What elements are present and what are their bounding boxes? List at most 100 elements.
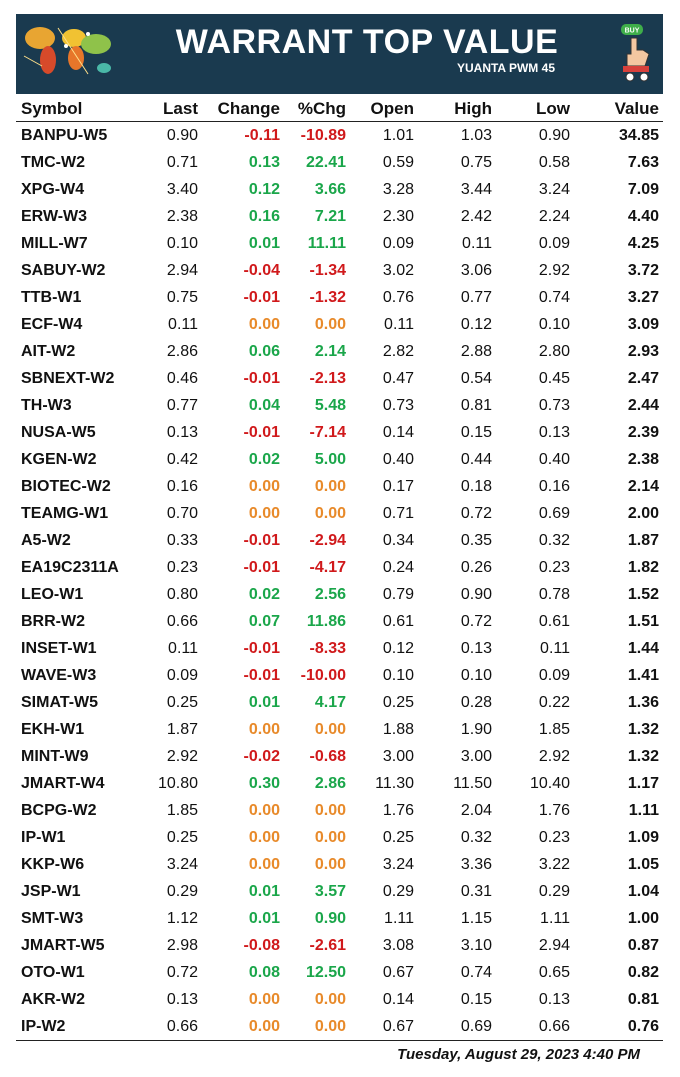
cell-high: 0.54 (460, 369, 492, 387)
cell-open: 0.25 (382, 828, 414, 846)
cell-pct-chg: 5.00 (314, 450, 346, 468)
table-row: WAVE-W3 0.09 -0.01 -10.00 0.10 0.10 0.09 1.41 (16, 662, 663, 689)
table-row: EA19C2311A 0.23 -0.01 -4.17 0.24 0.26 0.23 1.82 (16, 554, 663, 581)
cell-pct-chg: 11.11 (307, 234, 346, 252)
cell-low: 3.24 (538, 180, 570, 198)
table-row: OTO-W1 0.72 0.08 12.50 0.67 0.74 0.65 0.82 (16, 959, 663, 986)
cell-low: 0.13 (538, 991, 570, 1008)
cell-open: 0.14 (382, 991, 414, 1008)
cell-open: 3.28 (382, 180, 414, 198)
cell-high: 0.15 (460, 991, 492, 1008)
cell-change: 0.02 (248, 450, 280, 468)
cell-open: 0.76 (382, 288, 414, 306)
cell-change: -0.01 (243, 288, 280, 306)
cell-high: 0.69 (460, 1018, 492, 1036)
cell-open: 0.73 (382, 396, 414, 414)
cell-pct-chg: 0.00 (314, 477, 346, 495)
cell-change: -0.11 (244, 126, 280, 144)
table-row: BIOTEC-W2 0.16 0.00 0.00 0.17 0.18 0.16 2.14 (16, 473, 663, 500)
cell-last: 0.66 (166, 612, 198, 630)
cell-last: 1.85 (166, 801, 198, 819)
cell-change: -0.01 (243, 639, 280, 657)
cell-value: 1.32 (627, 720, 659, 738)
cell-value: 1.44 (627, 639, 659, 657)
cell-change: 0.06 (248, 342, 280, 360)
cell-low: 0.69 (538, 504, 570, 522)
cell-last: 2.86 (166, 342, 198, 360)
cell-open: 0.79 (382, 585, 414, 603)
table-row: BRR-W2 0.66 0.07 11.86 0.61 0.72 0.61 1.51 (16, 608, 663, 635)
table-row: SBNEXT-W2 0.46 -0.01 -2.13 0.47 0.54 0.45 2.47 (16, 365, 663, 392)
cell-low: 0.22 (538, 693, 570, 711)
cell-value: 3.72 (627, 261, 659, 279)
cell-open: 0.29 (382, 882, 414, 900)
cell-open: 0.47 (382, 369, 414, 387)
cell-symbol: TTB-W1 (21, 288, 82, 306)
cell-change: 0.12 (248, 180, 280, 198)
cell-change: 0.16 (248, 207, 280, 225)
cell-symbol: AIT-W2 (21, 342, 76, 360)
cell-last: 2.94 (166, 261, 198, 279)
cell-value: 4.40 (627, 207, 659, 225)
cell-high: 0.90 (460, 585, 492, 603)
cell-open: 0.61 (382, 612, 414, 630)
col-low: Low (536, 98, 570, 118)
cell-value: 2.44 (627, 396, 659, 414)
cell-high: 2.42 (460, 207, 492, 225)
cell-pct-chg: -8.33 (309, 639, 346, 657)
page-title: WARRANT TOP VALUE (175, 23, 559, 61)
cell-value: 3.27 (627, 288, 659, 306)
cell-low: 0.23 (538, 828, 570, 846)
col-last: Last (163, 98, 198, 118)
cell-low: 2.80 (538, 342, 570, 360)
cell-value: 2.00 (627, 504, 659, 522)
cell-value: 0.76 (627, 1018, 659, 1036)
cell-symbol: AKR-W2 (21, 991, 85, 1008)
cell-symbol: A5-W2 (21, 531, 71, 549)
cell-last: 2.38 (166, 207, 198, 225)
cell-value: 2.39 (627, 423, 659, 441)
cell-low: 0.45 (538, 369, 570, 387)
cell-open: 0.09 (382, 234, 414, 252)
cell-symbol: SMT-W3 (21, 909, 84, 927)
cell-last: 0.71 (166, 153, 198, 171)
cell-open: 0.24 (382, 558, 414, 576)
table-row: KKP-W6 3.24 0.00 0.00 3.24 3.36 3.22 1.05 (16, 851, 663, 878)
cell-value: 1.41 (627, 666, 659, 684)
cell-low: 0.58 (538, 153, 570, 171)
cell-last: 0.09 (166, 666, 198, 684)
cell-pct-chg: -10.00 (300, 666, 346, 684)
cell-last: 0.90 (166, 126, 198, 144)
cell-last: 2.98 (166, 936, 198, 954)
cell-low: 10.40 (529, 774, 570, 792)
cell-pct-chg: 0.00 (314, 1018, 346, 1036)
cell-high: 0.31 (460, 882, 492, 900)
cell-open: 0.71 (382, 504, 414, 522)
cell-pct-chg: -2.94 (309, 531, 346, 549)
cell-value: 7.63 (627, 153, 659, 171)
cell-pct-chg: 11.86 (306, 612, 346, 630)
cell-value: 1.51 (627, 612, 659, 630)
cell-symbol: EA19C2311A (21, 558, 119, 576)
cell-high: 2.04 (460, 801, 492, 819)
cell-value: 1.52 (627, 585, 659, 603)
cell-pct-chg: 0.00 (314, 991, 346, 1008)
cell-last: 1.87 (166, 720, 198, 738)
cell-symbol: NUSA-W5 (21, 423, 96, 441)
cell-symbol: KKP-W6 (21, 855, 85, 873)
cell-high: 3.36 (460, 855, 492, 873)
table-row: SABUY-W2 2.94 -0.04 -1.34 3.02 3.06 2.92 3.72 (16, 257, 663, 284)
cell-value: 2.38 (627, 450, 659, 468)
cell-change: -0.01 (243, 369, 280, 387)
col-symbol: Symbol (21, 98, 83, 118)
cell-high: 0.12 (460, 315, 492, 333)
cell-last: 0.70 (166, 504, 198, 522)
cell-symbol: ERW-W3 (21, 207, 88, 225)
warrant-table: Symbol Last Change %Chg Open High Low Va… (16, 96, 663, 1041)
table-row: TH-W3 0.77 0.04 5.48 0.73 0.81 0.73 2.44 (16, 392, 663, 419)
cell-change: 0.30 (248, 774, 280, 792)
cell-last: 0.25 (166, 828, 198, 846)
cell-high: 0.72 (460, 612, 492, 630)
cell-high: 0.13 (460, 639, 492, 657)
cell-pct-chg: 5.48 (314, 396, 346, 414)
